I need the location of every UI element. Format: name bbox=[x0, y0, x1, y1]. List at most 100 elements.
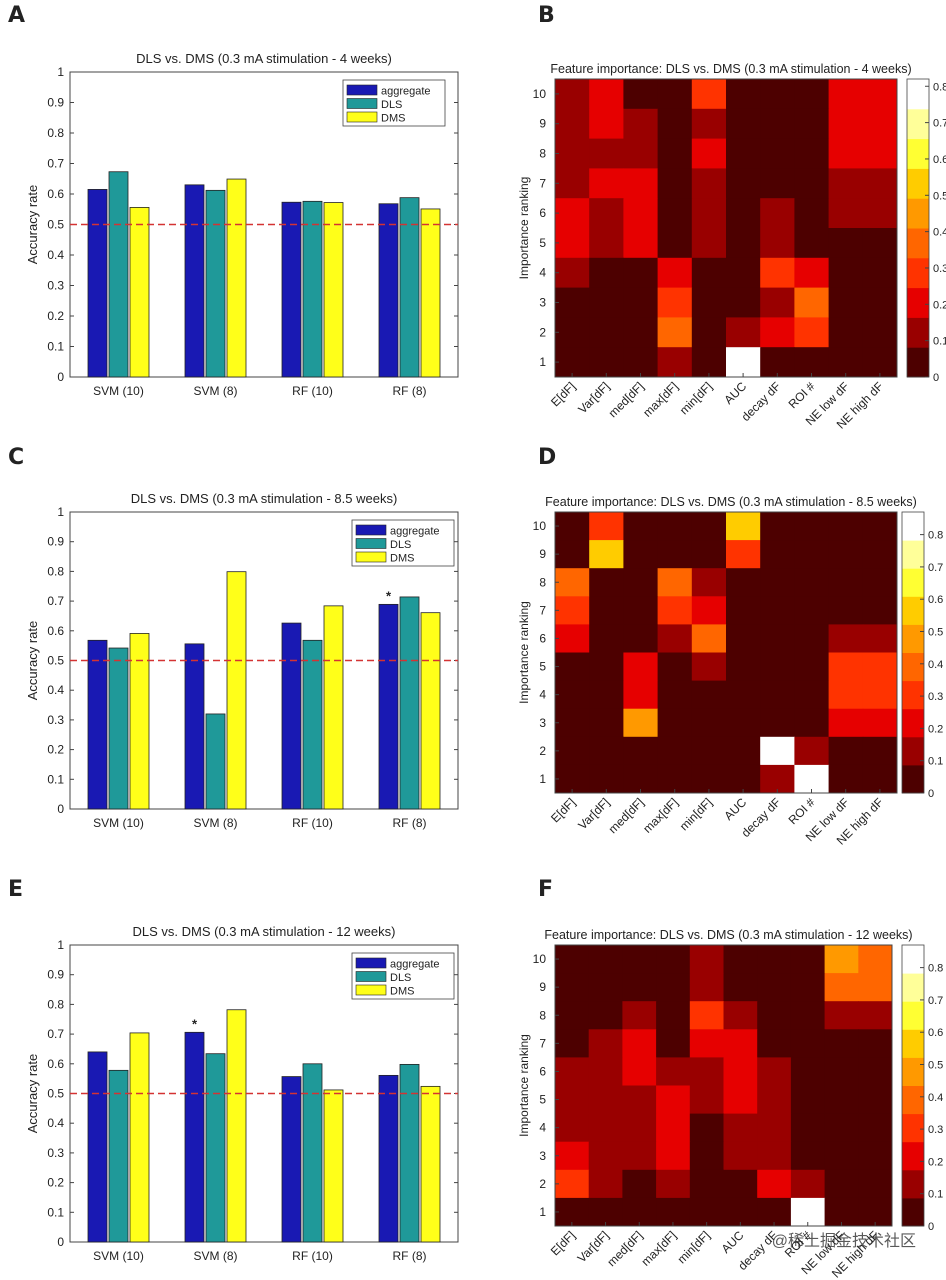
colorbar-step bbox=[902, 540, 924, 569]
heatmap-cell bbox=[689, 1085, 724, 1115]
heatmap-cell bbox=[656, 1197, 691, 1227]
heatmap-cell bbox=[656, 945, 691, 974]
colorbar-tick-label: 0.4 bbox=[928, 1092, 943, 1104]
x-tick-label: E[dF] bbox=[548, 795, 578, 825]
colorbar-step bbox=[907, 168, 929, 199]
x-tick-label: max[dF] bbox=[640, 795, 681, 836]
y-tick-label: 10 bbox=[533, 952, 547, 966]
heatmap-cell bbox=[691, 764, 727, 794]
colorbar-frame bbox=[906, 78, 930, 378]
colorbar-step bbox=[902, 680, 924, 710]
watermark: @稀土掘金技术社区 bbox=[772, 1232, 916, 1250]
x-tick-label: SVM (10) bbox=[93, 384, 144, 398]
heatmap-cell bbox=[689, 1057, 724, 1086]
colorbar-step bbox=[907, 347, 929, 378]
heatmap-cell bbox=[555, 317, 590, 348]
heatmap-cell bbox=[657, 257, 693, 289]
heatmap-cell bbox=[555, 228, 590, 259]
bar-aggregate-2 bbox=[281, 1076, 302, 1243]
heatmap-cell bbox=[723, 1085, 758, 1115]
heatmap-cell bbox=[862, 652, 898, 682]
y-tick-label: 0.1 bbox=[47, 1205, 64, 1219]
heatmap-cell bbox=[589, 347, 624, 378]
heatmap-cell bbox=[555, 198, 590, 229]
heatmap-cell bbox=[828, 138, 864, 169]
heatmap-cell bbox=[555, 287, 590, 318]
heatmap-cell bbox=[656, 1169, 691, 1199]
heatmap-cell bbox=[588, 1197, 623, 1227]
heatmap-cell bbox=[555, 596, 590, 625]
x-tick-label: ROI # bbox=[786, 795, 818, 827]
heatmap-cell bbox=[689, 1141, 724, 1171]
x-tick-label: RF (10) bbox=[292, 384, 333, 398]
heatmap-cell bbox=[656, 1113, 691, 1143]
y-tick-label: 8 bbox=[539, 1008, 546, 1022]
heatmap-cell bbox=[689, 1169, 724, 1199]
colorbar-step bbox=[902, 1085, 924, 1115]
x-tick-label: SVM (10) bbox=[93, 816, 144, 830]
x-tick-label: AUC bbox=[721, 379, 749, 407]
heatmap-cell bbox=[623, 680, 659, 710]
colorbar-tick-label: 0.3 bbox=[933, 263, 946, 275]
heatmap-cell bbox=[691, 540, 727, 569]
bar-dms-3 bbox=[420, 208, 441, 378]
bar-dls-1 bbox=[205, 1053, 226, 1243]
y-tick-label: 1 bbox=[539, 1205, 546, 1219]
y-tick-label: 3 bbox=[539, 296, 546, 310]
heatmap-cell bbox=[555, 973, 590, 1002]
heatmap-cell bbox=[657, 568, 693, 597]
bar-aggregate-0 bbox=[87, 639, 108, 810]
heatmap-cell bbox=[555, 652, 590, 682]
y-tick-label: 0.6 bbox=[47, 187, 64, 201]
x-tick-label: SVM (8) bbox=[193, 816, 237, 830]
heatmap-cell bbox=[757, 1169, 792, 1199]
heatmap-cell bbox=[824, 1057, 859, 1086]
heatmap-cell bbox=[623, 708, 659, 738]
heatmap-cell bbox=[726, 540, 761, 569]
heatmap-cell bbox=[555, 1169, 590, 1199]
y-tick-label: 2 bbox=[539, 1177, 546, 1191]
bar-dms-3 bbox=[420, 1085, 441, 1243]
heatmap-cell bbox=[790, 1085, 826, 1115]
heatmap-cell bbox=[760, 168, 795, 199]
bar-aggregate-1 bbox=[184, 184, 205, 378]
heatmap-cell bbox=[824, 1197, 859, 1227]
heatmap-cell bbox=[588, 1169, 623, 1199]
bar-dls-3 bbox=[399, 596, 420, 810]
y-tick-label: 3 bbox=[539, 716, 546, 730]
x-tick-label: med[dF] bbox=[604, 1228, 645, 1269]
heatmap-cell bbox=[589, 624, 624, 653]
y-tick-label: 0.4 bbox=[47, 683, 64, 697]
colorbar-tick-label: 0.7 bbox=[928, 995, 943, 1007]
y-tick-label: 1 bbox=[57, 505, 64, 519]
heatmap-cell bbox=[691, 652, 727, 682]
heatmap-cell bbox=[689, 1197, 724, 1227]
heatmap-cell bbox=[657, 736, 693, 766]
x-tick-label: E[dF] bbox=[548, 1228, 578, 1258]
heatmap-cell bbox=[589, 198, 624, 229]
y-tick-label: 6 bbox=[539, 631, 546, 645]
heatmap-cell bbox=[689, 1113, 724, 1143]
bar-dms-1 bbox=[226, 178, 247, 378]
y-tick-label: 0.4 bbox=[47, 248, 64, 262]
heatmap-cell bbox=[760, 257, 795, 289]
bar-dms-1 bbox=[226, 1009, 247, 1243]
y-tick-label: 5 bbox=[539, 236, 546, 250]
heatmap-cell bbox=[691, 257, 727, 289]
y-tick-label: 0.6 bbox=[47, 1057, 64, 1071]
heatmap-cell bbox=[657, 79, 693, 110]
colorbar-step bbox=[902, 596, 924, 625]
heatmap-cell bbox=[691, 568, 727, 597]
heatmap-cell bbox=[657, 347, 693, 378]
legend-swatch-dls bbox=[355, 971, 387, 982]
x-tick-label: min[dF] bbox=[677, 379, 715, 417]
heatmap-cell bbox=[794, 680, 830, 710]
y-tick-label: 0.3 bbox=[47, 713, 64, 727]
legend-swatch-dls bbox=[355, 538, 387, 549]
heatmap-cell bbox=[588, 1085, 623, 1115]
heatmap-cell bbox=[555, 79, 590, 110]
y-tick-label: 0.5 bbox=[47, 1087, 64, 1101]
colorbar-step bbox=[902, 764, 924, 794]
legend-label-dls: DLS bbox=[390, 972, 411, 984]
legend-swatch-aggregate bbox=[355, 957, 387, 969]
